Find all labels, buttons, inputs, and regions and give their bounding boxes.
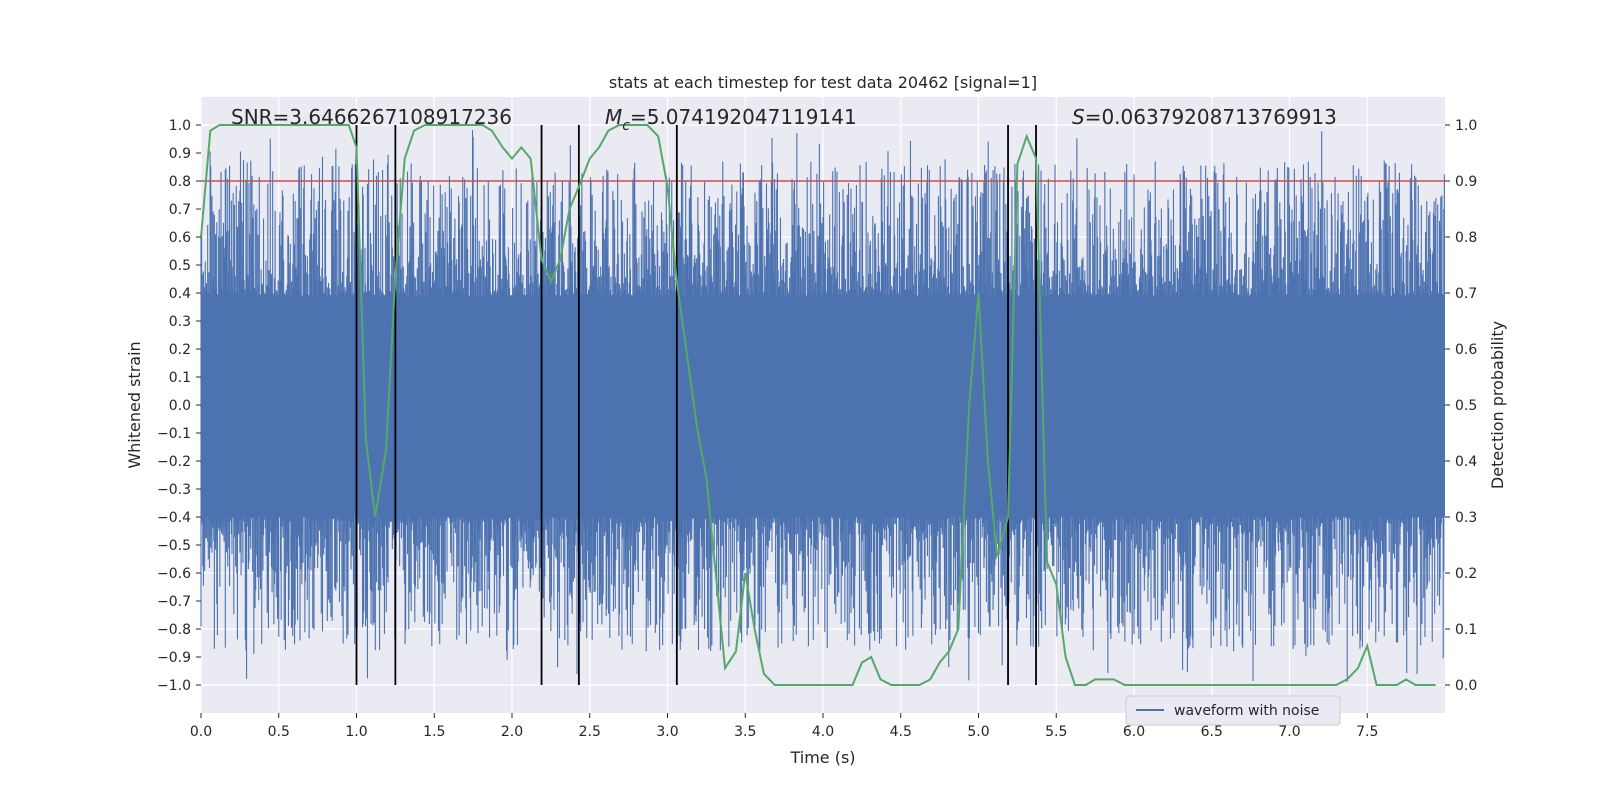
legend-label: waveform with noise bbox=[1174, 703, 1319, 719]
mc-symbol: M bbox=[605, 105, 622, 129]
x-tick-label-8: 4.0 bbox=[812, 724, 834, 740]
legend: waveform with noise bbox=[1125, 695, 1341, 726]
x-tick-label-5: 2.5 bbox=[579, 724, 601, 740]
x-tick-label-14: 7.0 bbox=[1278, 724, 1300, 740]
y-left-tick-label-11: −0.1 bbox=[157, 426, 191, 442]
y-left-tick-label-18: −0.8 bbox=[157, 622, 191, 638]
x-tick-label-15: 7.5 bbox=[1356, 724, 1378, 740]
event-lines bbox=[355, 125, 1037, 685]
y-left-tick-label-20: −1.0 bbox=[157, 678, 191, 694]
x-tick-label-6: 3.0 bbox=[656, 724, 678, 740]
y-right-tick-label-2: 0.8 bbox=[1455, 230, 1477, 246]
noise-trace bbox=[200, 130, 1445, 682]
x-tick-label-7: 3.5 bbox=[734, 724, 756, 740]
x-axis-label: Time (s) bbox=[789, 748, 855, 767]
s-value: =0.06379208713769913 bbox=[1085, 105, 1337, 129]
x-tick-label-4: 2.0 bbox=[501, 724, 523, 740]
y-left-tick-label-8: 0.2 bbox=[169, 342, 191, 358]
s-annotation: S=0.06379208713769913 bbox=[1072, 105, 1337, 129]
y-right-axis-ticks: 1.0 0.9 0.8 0.7 0.6 0.5 0.4 0.3 0.2 0.1 0.0 bbox=[1445, 118, 1477, 694]
mc-subscript: c bbox=[622, 118, 630, 134]
y-left-tick-label-5: 0.5 bbox=[169, 258, 191, 274]
y-right-tick-label-5: 0.5 bbox=[1455, 398, 1477, 414]
y-right-tick-label-3: 0.7 bbox=[1455, 286, 1477, 302]
x-tick-label-1: 0.5 bbox=[268, 724, 290, 740]
x-tick-label-12: 6.0 bbox=[1123, 724, 1145, 740]
detection-probability-series bbox=[200, 124, 1436, 686]
mc-annotation: Mc=5.074192047119141 bbox=[605, 105, 857, 134]
y-left-tick-label-4: 0.6 bbox=[169, 230, 191, 246]
y-left-tick-label-1: 0.9 bbox=[169, 146, 191, 162]
y-left-tick-label-16: −0.6 bbox=[157, 566, 191, 582]
y-left-tick-label-0: 1.0 bbox=[169, 118, 191, 134]
x-tick-label-3: 1.5 bbox=[423, 724, 445, 740]
y-left-tick-label-17: −0.7 bbox=[157, 594, 191, 610]
y-right-tick-label-9: 0.1 bbox=[1455, 622, 1477, 638]
y-left-tick-label-2: 0.8 bbox=[169, 174, 191, 190]
y-left-tick-label-6: 0.4 bbox=[169, 286, 191, 302]
y-right-tick-label-10: 0.0 bbox=[1455, 678, 1477, 694]
mc-value: =5.074192047119141 bbox=[630, 105, 857, 129]
chart-title: stats at each timestep for test data 204… bbox=[609, 73, 1037, 92]
x-tick-label-9: 4.5 bbox=[890, 724, 912, 740]
x-tick-label-13: 6.5 bbox=[1201, 724, 1223, 740]
y-left-tick-label-15: −0.5 bbox=[157, 538, 191, 554]
x-tick-label-0: 0.0 bbox=[190, 724, 212, 740]
y-right-tick-label-8: 0.2 bbox=[1455, 566, 1477, 582]
y-left-tick-label-9: 0.1 bbox=[169, 370, 191, 386]
x-tick-label-10: 5.0 bbox=[967, 724, 989, 740]
y-left-tick-label-14: −0.4 bbox=[157, 510, 191, 526]
legend-box bbox=[1125, 695, 1341, 726]
y-left-axis-label: Whitened strain bbox=[125, 341, 144, 468]
waveform-with-noise-series bbox=[200, 130, 1445, 682]
x-axis-ticks: 0.0 0.5 1.0 1.5 2.0 2.5 3.0 3.5 4.0 4.5 5.0 5.5 6.0 6… bbox=[190, 713, 1378, 740]
x-tick-label-11: 5.5 bbox=[1045, 724, 1067, 740]
y-right-tick-label-7: 0.3 bbox=[1455, 510, 1477, 526]
detection-probability-line bbox=[200, 124, 1436, 686]
y-left-axis-ticks: 1.0 0.9 0.8 0.7 0.6 0.5 0.4 0.3 0.2 0.1 0.0 −0.1 −0.… bbox=[157, 118, 201, 694]
x-tick-label-2: 1.0 bbox=[345, 724, 367, 740]
y-right-tick-label-6: 0.4 bbox=[1455, 454, 1477, 470]
snr-annotation: SNR=3.6466267108917236 bbox=[231, 105, 512, 129]
y-left-tick-label-7: 0.3 bbox=[169, 314, 191, 330]
s-symbol: S bbox=[1072, 105, 1085, 129]
y-left-tick-label-13: −0.3 bbox=[157, 482, 191, 498]
y-right-axis-label: Detection probability bbox=[1488, 321, 1507, 489]
y-left-tick-label-10: 0.0 bbox=[169, 398, 191, 414]
y-right-tick-label-1: 0.9 bbox=[1455, 174, 1477, 190]
y-left-tick-label-19: −0.9 bbox=[157, 650, 191, 666]
y-right-tick-label-0: 1.0 bbox=[1455, 118, 1477, 134]
y-left-tick-label-3: 0.7 bbox=[169, 202, 191, 218]
y-left-tick-label-12: −0.2 bbox=[157, 454, 191, 470]
y-right-tick-label-4: 0.6 bbox=[1455, 342, 1477, 358]
